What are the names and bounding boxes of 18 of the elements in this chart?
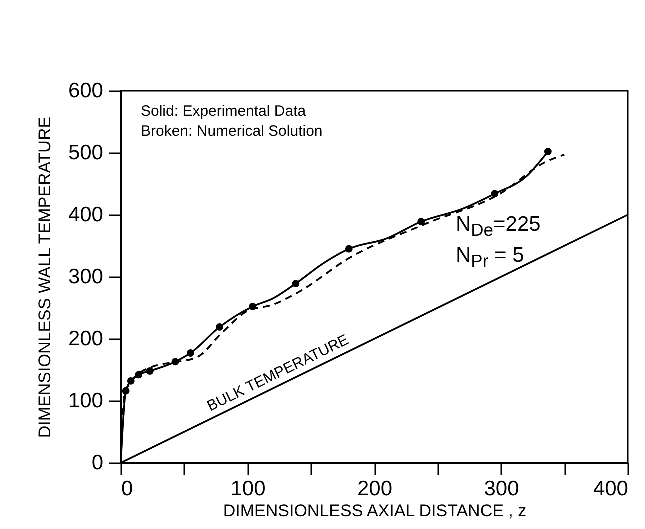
y-tick-label: 200 bbox=[68, 328, 104, 350]
annotation: Broken: Numerical Solution bbox=[141, 123, 323, 140]
x-axis-title: DIMENSIONLESS AXIAL DISTANCE , z bbox=[223, 502, 527, 520]
y-axis-title: DIMENSIONLESS WALL TEMPERATURE bbox=[35, 116, 54, 438]
annotation: Solid: Experimental Data bbox=[141, 103, 306, 120]
x-tick-label: 200 bbox=[357, 478, 393, 500]
x-tick-label: 400 bbox=[593, 478, 628, 500]
x-tick-label: 300 bbox=[484, 478, 520, 500]
y-tick-label: 300 bbox=[68, 266, 104, 288]
y-tick-label: 500 bbox=[68, 142, 104, 164]
annotation: N$_{Pr}$ = 5 bbox=[456, 244, 524, 272]
x-tick-label: 100 bbox=[230, 478, 266, 500]
annotation: N$_{De}$=225 bbox=[456, 213, 541, 242]
y-tick-label: 0 bbox=[92, 452, 104, 474]
y-tick-label: 100 bbox=[68, 390, 104, 412]
y-tick-label: 400 bbox=[68, 204, 104, 226]
y-tick-label: 600 bbox=[68, 80, 104, 102]
x-tick-label: 0 bbox=[122, 478, 134, 500]
